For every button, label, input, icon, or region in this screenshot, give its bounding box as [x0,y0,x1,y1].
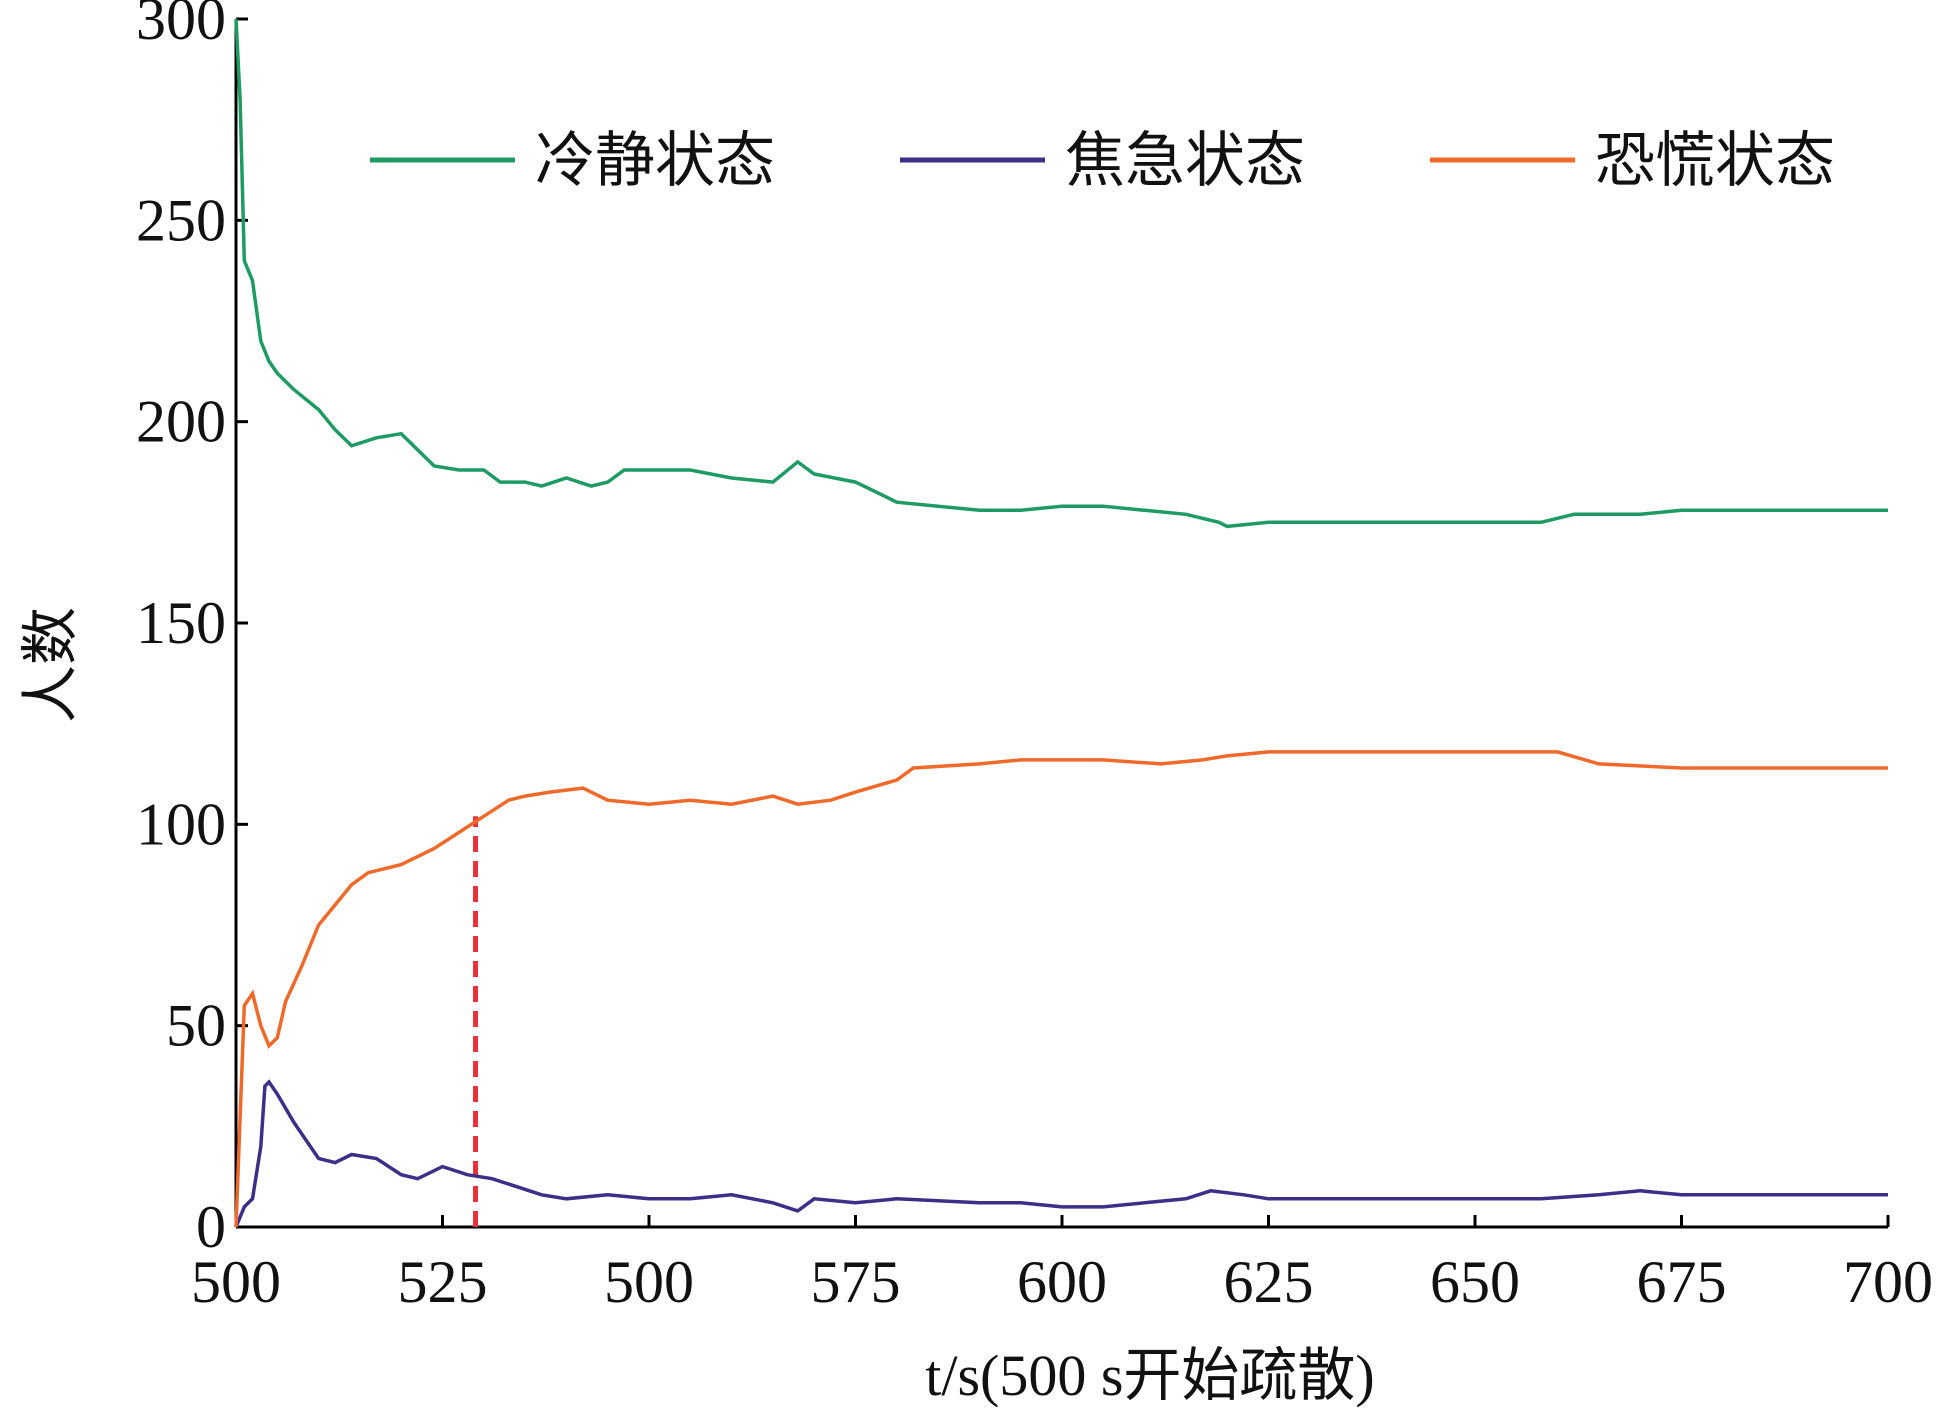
line-series [234,18,1888,529]
x-tick-label: 675 [1637,1249,1727,1315]
y-tick-label: 150 [136,590,226,656]
y-tick-label: 0 [196,1194,226,1260]
x-tick-label: 650 [1430,1249,1520,1315]
x-tick-label: 525 [398,1249,488,1315]
y-tick-label: 50 [166,993,226,1059]
x-tick-label: 625 [1224,1249,1314,1315]
line-series [234,1079,1888,1228]
y-tick-label: 250 [136,187,226,253]
y-tick-label: 100 [136,791,226,857]
legend-label: 恐慌状态 [1595,128,1835,194]
line-series [234,750,1888,1228]
x-tick-label: 500 [191,1249,281,1315]
legend-label: 冷静状态 [535,128,775,194]
x-tick-label: 700 [1843,1249,1933,1315]
y-tick-label: 300 [136,0,226,52]
x-tick-label: 600 [1017,1249,1107,1315]
x-tick-label: 500 [604,1249,694,1315]
legend-label: 焦急状态 [1065,128,1305,194]
y-tick-label: 200 [136,389,226,455]
x-tick-label: 575 [811,1249,901,1315]
y-axis-label: 人数 [18,607,83,723]
x-axis-label: t/s(500 s开始疏散) [925,1343,1375,1408]
